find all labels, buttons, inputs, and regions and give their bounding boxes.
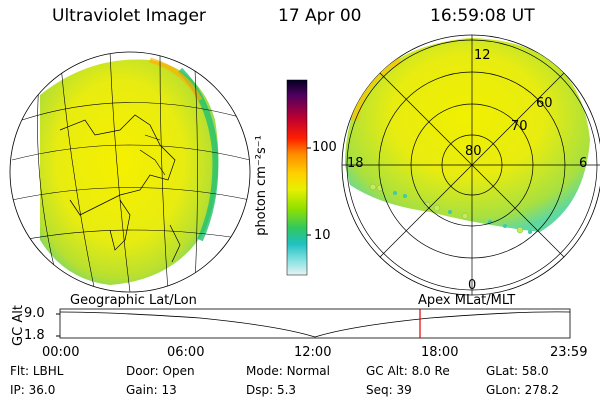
mlt-label-0: 0 xyxy=(468,278,477,293)
time-tick-0600: 06:00 xyxy=(167,345,205,360)
footer-door: Door: Open xyxy=(126,364,195,378)
time-tick-0000: 00:00 xyxy=(42,345,80,360)
footer-gain: Gain: 13 xyxy=(126,383,177,397)
colorbar-tick-10: 10 xyxy=(314,228,331,243)
time-tick-1200: 12:00 xyxy=(294,345,332,360)
geographic-globe-image xyxy=(9,51,251,293)
polar-mlt-image xyxy=(341,34,600,296)
mlat-label-70: 70 xyxy=(511,119,528,134)
colorbar xyxy=(286,79,311,276)
footer-mode: Mode: Normal xyxy=(246,364,330,378)
altitude-plot xyxy=(56,308,571,339)
footer-gc-alt: GC Alt: 8.0 Re xyxy=(366,364,450,378)
mlt-label-12: 12 xyxy=(474,48,491,63)
right-panel-label: Apex MLat/MLT xyxy=(418,293,516,308)
time-label: 16:59:08 UT xyxy=(430,6,535,26)
date-label: 17 Apr 00 xyxy=(278,6,362,26)
mlt-label-18: 18 xyxy=(347,156,364,171)
colorbar-tick-100: 100 xyxy=(312,140,337,155)
footer-seq: Seq: 39 xyxy=(366,383,412,397)
footer-dsp: Dsp: 5.3 xyxy=(246,383,297,397)
time-tick-2359: 23:59 xyxy=(550,345,588,360)
mlt-label-6: 6 xyxy=(579,156,588,171)
time-tick-1800: 18:00 xyxy=(421,345,459,360)
mlat-label-60: 60 xyxy=(536,96,553,111)
altitude-tick-1.8: 1.8 xyxy=(24,328,45,343)
footer-flt: Flt: LBHL xyxy=(10,364,64,378)
footer-glon: GLon: 278.2 xyxy=(486,383,559,397)
colorbar-unit-label: photon cm⁻²s⁻¹ xyxy=(253,135,269,236)
footer-ip: IP: 36.0 xyxy=(10,383,56,397)
left-panel-label: Geographic Lat/Lon xyxy=(70,293,197,308)
mlat-label-80: 80 xyxy=(465,144,482,159)
footer-glat: GLat: 58.0 xyxy=(486,364,549,378)
app-title: Ultraviolet Imager xyxy=(52,6,206,26)
altitude-tick-9: 9.0 xyxy=(24,306,45,321)
